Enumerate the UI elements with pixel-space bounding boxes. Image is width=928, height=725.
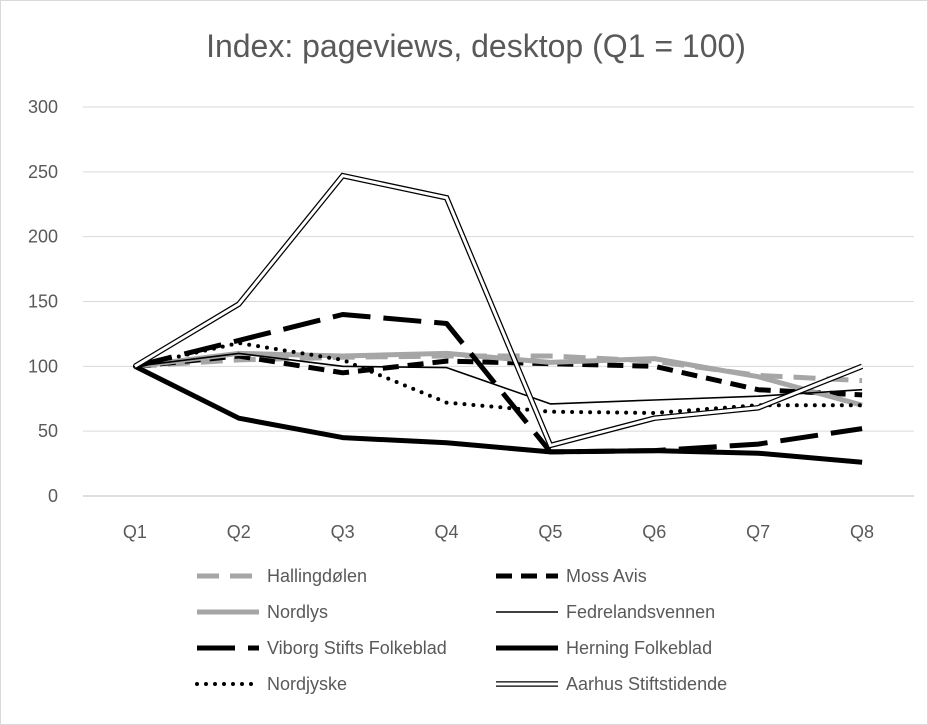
legend-label-hallingd-len: Hallingdølen bbox=[267, 566, 367, 586]
series-line-aarhus-stiftstidende-inner bbox=[134, 174, 863, 448]
x-tick-label: Q3 bbox=[331, 522, 355, 542]
x-tick-label: Q1 bbox=[123, 522, 147, 542]
gridlines bbox=[83, 106, 914, 497]
legend-label-aarhus-stiftstidende: Aarhus Stiftstidende bbox=[566, 674, 727, 694]
legend-label-moss-avis: Moss Avis bbox=[566, 566, 647, 586]
y-tick-label: 250 bbox=[28, 162, 58, 182]
y-tick-label: 300 bbox=[28, 97, 58, 117]
legend-label-fedrelandsvennen: Fedrelandsvennen bbox=[566, 602, 715, 622]
x-tick-label: Q7 bbox=[746, 522, 770, 542]
x-tick-label: Q8 bbox=[850, 522, 874, 542]
series-line-moss-avis bbox=[134, 353, 863, 398]
legend-label-viborg-stifts-folkeblad: Viborg Stifts Folkeblad bbox=[267, 638, 447, 658]
x-tick-label: Q5 bbox=[538, 522, 562, 542]
y-tick-label: 50 bbox=[38, 421, 58, 441]
legend-label-herning-folkeblad: Herning Folkeblad bbox=[566, 638, 712, 658]
series-line-fedrelandsvennen bbox=[134, 352, 863, 405]
x-axis: Q1 Q2 Q3 Q4 Q5 Q6 Q7 Q8 bbox=[123, 522, 874, 542]
y-tick-label: 200 bbox=[28, 227, 58, 247]
series-line-nordjyske bbox=[132, 341, 865, 415]
y-axis: 0 50 100 150 200 250 300 bbox=[28, 97, 58, 506]
x-tick-label: Q4 bbox=[435, 522, 459, 542]
legend: Hallingdølen Moss Avis Nordlys Fedrelandsve… bbox=[195, 566, 727, 694]
legend-label-nordjyske: Nordjyske bbox=[267, 674, 347, 694]
x-tick-label: Q2 bbox=[227, 522, 251, 542]
y-tick-label: 150 bbox=[28, 292, 58, 312]
chart-title: Index: pageviews, desktop (Q1 = 100) bbox=[206, 28, 746, 64]
series-line-nordlys bbox=[134, 350, 863, 408]
legend-label-nordlys: Nordlys bbox=[267, 602, 328, 622]
series-line-viborg-stifts-folkeblad bbox=[134, 312, 863, 455]
series-line-herning-folkeblad bbox=[133, 364, 863, 465]
x-tick-label: Q6 bbox=[642, 522, 666, 542]
series-lines bbox=[132, 172, 865, 465]
y-tick-label: 100 bbox=[28, 356, 58, 376]
y-tick-label: 0 bbox=[48, 486, 58, 506]
